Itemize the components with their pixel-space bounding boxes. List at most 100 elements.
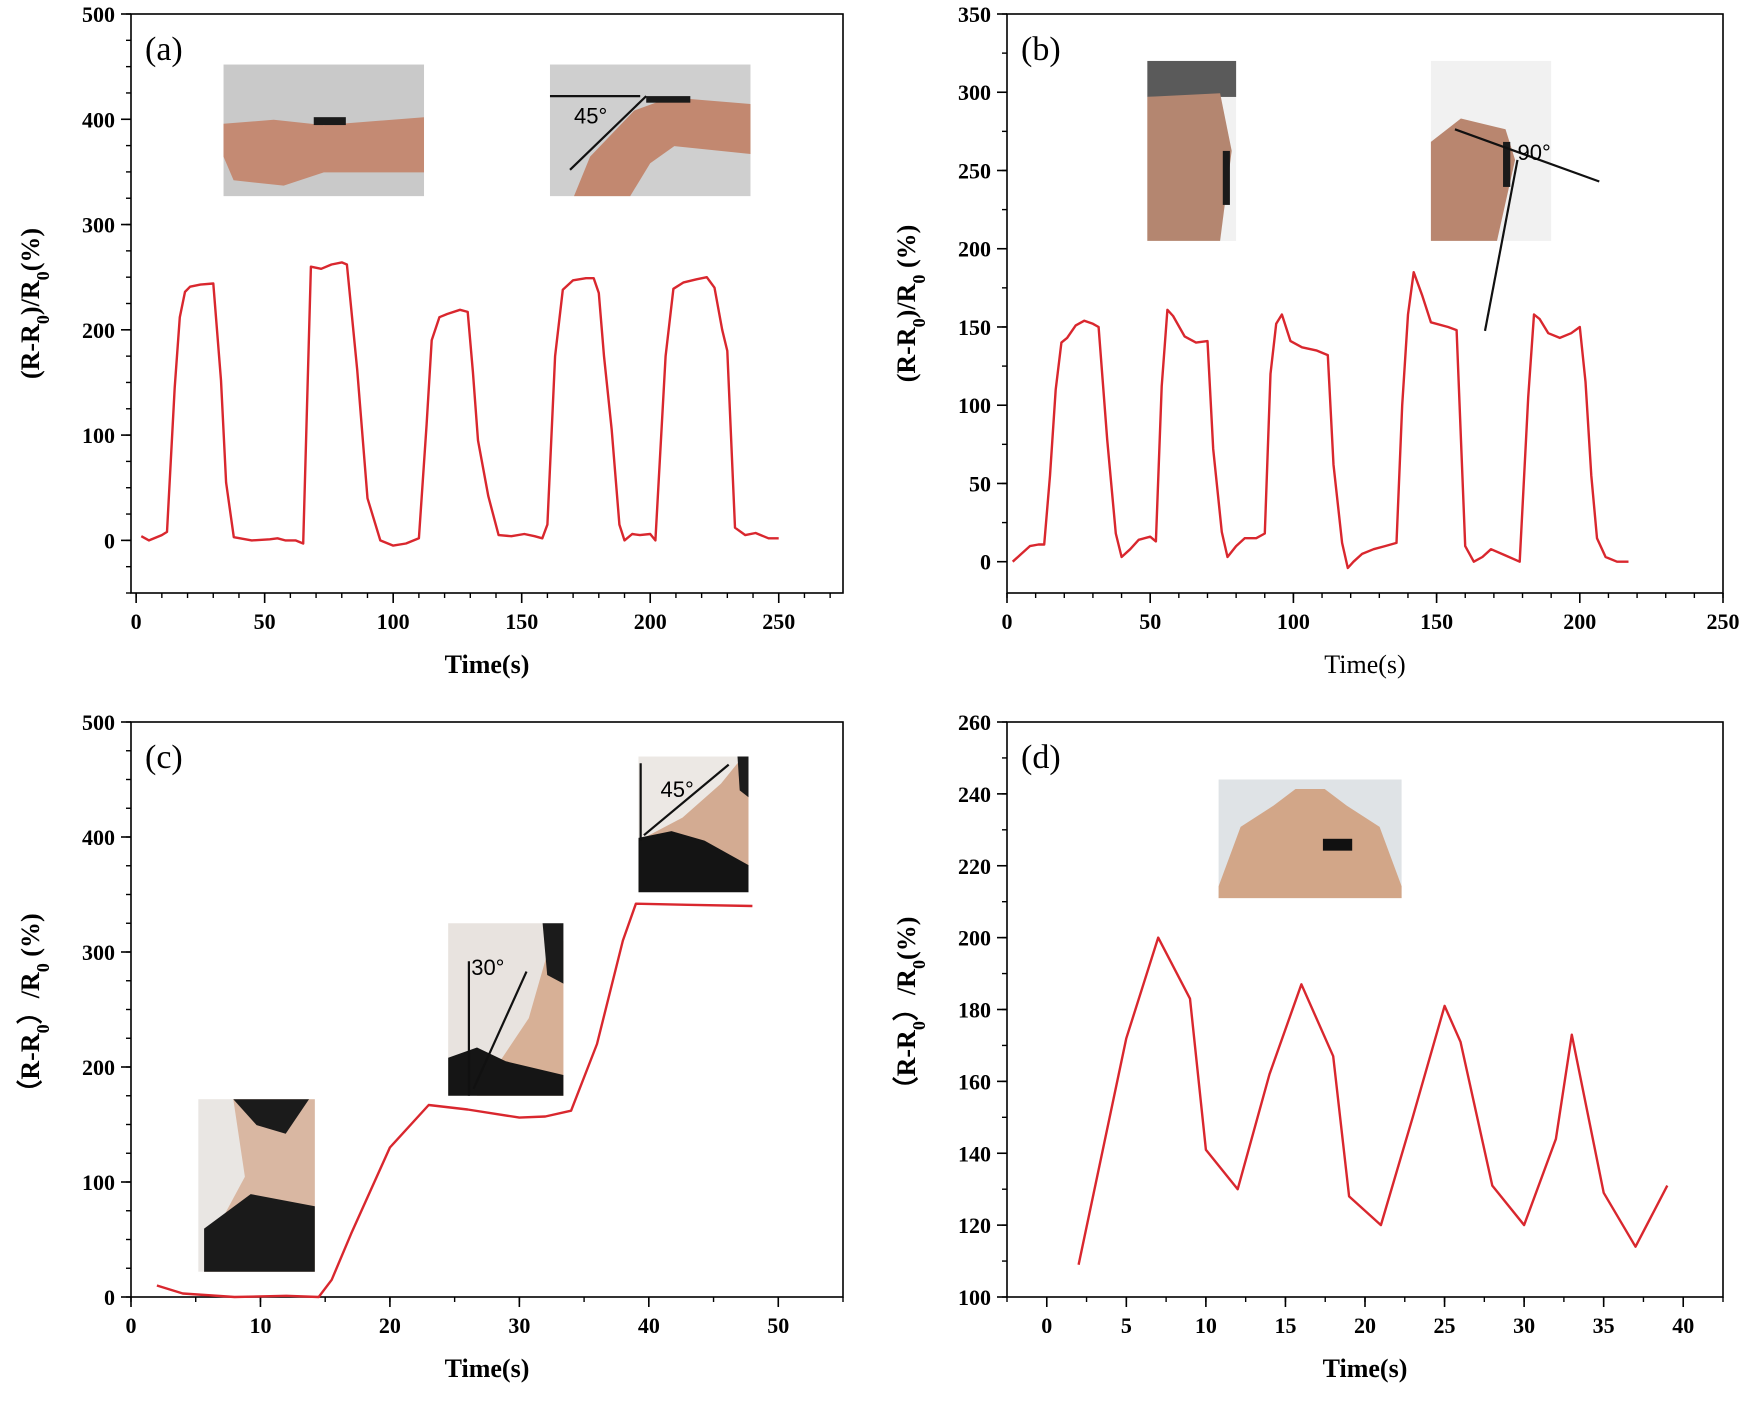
photo-shape [477, 940, 564, 1096]
y-tick-label: 400 [82, 107, 115, 132]
x-tick-label: 150 [505, 609, 538, 634]
x-tick-label: 100 [1277, 609, 1310, 634]
panel-label: (a) [145, 31, 183, 68]
angle-annotation: 45° [574, 104, 607, 129]
x-tick-label: 10 [249, 1313, 271, 1338]
x-tick-label: 250 [1707, 609, 1740, 634]
neck-straight-photo [198, 1099, 315, 1272]
y-tick-label: 250 [958, 158, 991, 183]
photo-shape [1430, 118, 1516, 241]
y-tick-label: 300 [82, 940, 115, 965]
neck-30deg-photo: 30° [448, 923, 564, 1096]
x-tick-label: 200 [1563, 609, 1596, 634]
x-tick-label: 0 [1041, 1313, 1052, 1338]
angle-guide-line [643, 763, 730, 837]
x-tick-label: 0 [126, 1313, 137, 1338]
photo-shape [574, 97, 751, 197]
series-line [156, 902, 753, 1299]
y-tick-label: 180 [958, 998, 991, 1023]
y-tick-label: 160 [958, 1069, 991, 1094]
panel-label: (d) [1021, 739, 1061, 776]
sensor-strip [313, 117, 346, 126]
photo-shape [204, 1194, 315, 1272]
x-axis-title: Time(s) [1323, 1354, 1408, 1383]
x-tick-label: 30 [1513, 1313, 1535, 1338]
x-tick-label: 5 [1121, 1313, 1132, 1338]
sensor-strip [1222, 150, 1230, 205]
x-tick-label: 25 [1434, 1313, 1456, 1338]
series-line [1011, 271, 1629, 570]
angle-annotation: 90° [1517, 140, 1550, 165]
angle-guide-line [472, 971, 528, 1090]
wrist-straight-photo [223, 64, 425, 197]
y-tick-label: 300 [82, 213, 115, 238]
x-tick-label: 50 [254, 609, 276, 634]
x-tick-label: 200 [634, 609, 667, 634]
y-tick-label: 200 [958, 926, 991, 951]
photo-shape [737, 756, 749, 798]
y-tick-label: 200 [82, 1055, 115, 1080]
x-axis-title: Time(s) [445, 1354, 530, 1383]
y-axis-title: （R-R0）/R0(%) [892, 917, 929, 1103]
x-tick-label: 100 [377, 609, 410, 634]
knee-straight-photo [1147, 60, 1237, 241]
panel-a: 0 50 100 150 200 250 0 100 200 300 400 500 Time(s) (R… [16, 2, 844, 679]
x-tick-label: 35 [1593, 1313, 1615, 1338]
y-tick-label: 50 [969, 471, 991, 496]
y-tick-label: 200 [82, 318, 115, 343]
x-tick-label: 50 [1139, 609, 1161, 634]
y-tick-label: 500 [82, 2, 115, 27]
panel-label: (c) [145, 739, 183, 776]
y-axis-title: (R-R0)/R0 (%) [892, 225, 929, 383]
y-tick-label: 0 [980, 550, 991, 575]
plot-frame [1006, 13, 1724, 594]
y-tick-label: 0 [104, 1285, 115, 1310]
angle-guide-line [569, 95, 647, 171]
angle-guide-line [1483, 159, 1519, 332]
photo-shape [1147, 93, 1232, 241]
x-tick-label: 20 [379, 1313, 401, 1338]
y-tick-label: 0 [104, 528, 115, 553]
angle-annotation: 45° [660, 777, 693, 802]
y-axis-title: (R-R0)/R0(%) [16, 228, 53, 379]
neck-45deg-photo: 45° [638, 756, 749, 893]
y-axis-title: （R-R0）/R0 (%) [16, 913, 53, 1105]
knee-bent-photo: 90° [1430, 60, 1600, 332]
angle-annotation: 30° [471, 955, 504, 980]
photo-shape [233, 1099, 309, 1134]
y-tick-label: 100 [82, 423, 115, 448]
photo-shape [223, 117, 424, 186]
x-tick-label: 40 [1672, 1313, 1694, 1338]
y-tick-label: 140 [958, 1141, 991, 1166]
panel-d: 0 5 10 15 20 25 30 35 40 100 120 140 160 180 200 220 240… [892, 710, 1724, 1383]
y-tick-label: 100 [958, 1285, 991, 1310]
x-tick-label: 10 [1195, 1313, 1217, 1338]
x-axis-title: Time(s) [1324, 650, 1405, 679]
x-tick-label: 40 [638, 1313, 660, 1338]
sensor-strip [1322, 838, 1353, 851]
y-tick-label: 220 [958, 854, 991, 879]
x-tick-label: 15 [1274, 1313, 1296, 1338]
y-tick-label: 100 [82, 1170, 115, 1195]
y-tick-label: 500 [82, 710, 115, 735]
x-tick-label: 30 [508, 1313, 530, 1338]
x-tick-label: 0 [131, 609, 142, 634]
y-tick-label: 150 [958, 315, 991, 340]
y-tick-label: 200 [958, 237, 991, 262]
x-axis-title: Time(s) [445, 650, 530, 679]
x-tick-label: 250 [762, 609, 795, 634]
x-tick-label: 0 [1002, 609, 1013, 634]
wrist-bent-photo: 45° [549, 64, 751, 197]
sensor-strip [1503, 141, 1511, 187]
photo-shape [542, 923, 564, 984]
panel-b: 0 50 100 150 200 250 0 50 100 150 200 250 300 350 Time… [892, 2, 1740, 679]
x-tick-label: 150 [1420, 609, 1453, 634]
series-line [1077, 936, 1669, 1265]
y-tick-label: 400 [82, 825, 115, 850]
y-tick-label: 300 [958, 80, 991, 105]
photo-shape [1218, 789, 1402, 899]
y-tick-label: 350 [958, 2, 991, 27]
x-tick-label: 20 [1354, 1313, 1376, 1338]
y-tick-label: 100 [958, 393, 991, 418]
angle-guide-line [1454, 128, 1600, 183]
